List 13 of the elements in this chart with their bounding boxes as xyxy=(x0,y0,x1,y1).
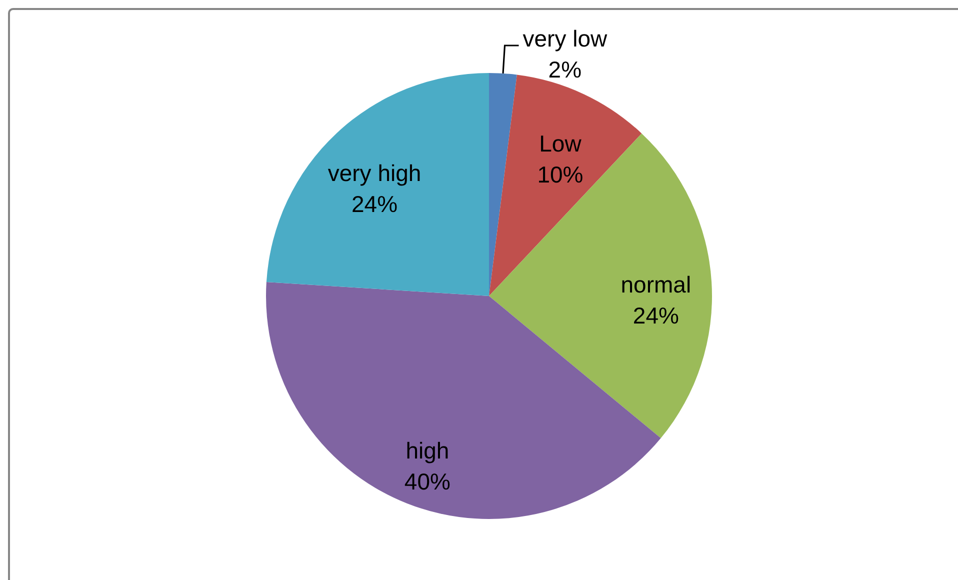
data-label: 2% xyxy=(548,56,582,82)
slice-label: Low xyxy=(539,130,582,157)
data-label: 40% xyxy=(404,468,450,495)
data-label: 24% xyxy=(632,302,679,328)
slice-label: very low xyxy=(522,25,608,52)
slice-label: high xyxy=(406,438,450,464)
pie-slice xyxy=(266,73,489,296)
slice-label: very high xyxy=(328,160,422,186)
pie-slice xyxy=(489,73,517,296)
slice-label: normal xyxy=(620,272,692,298)
data-label: 24% xyxy=(351,191,398,218)
pie-slice xyxy=(489,133,712,438)
data-label: 10% xyxy=(537,162,584,188)
